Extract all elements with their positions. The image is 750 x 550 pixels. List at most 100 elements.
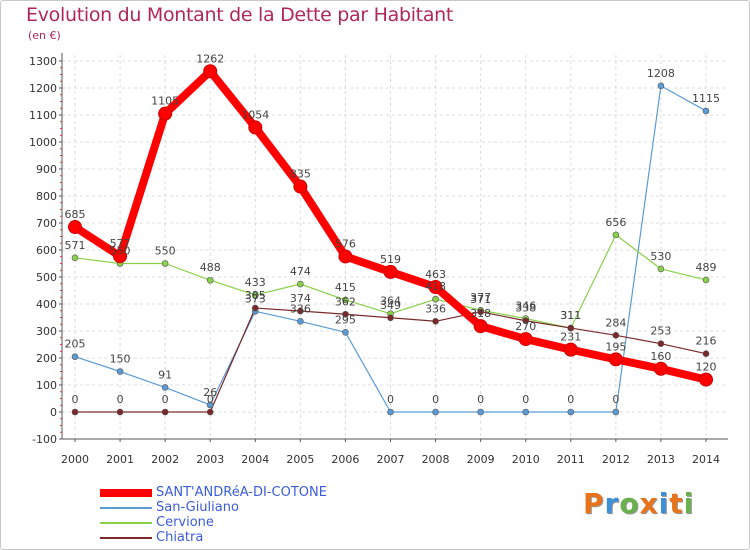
data-point-0	[653, 361, 668, 376]
data-label-1: 1208	[647, 67, 675, 80]
y-tick-label: 1000	[29, 136, 57, 149]
data-label-3: 349	[380, 299, 401, 312]
y-tick-label: 500	[36, 271, 57, 284]
x-tick-label: 2014	[692, 453, 720, 466]
data-point-3	[612, 332, 620, 339]
x-tick-label: 2003	[196, 453, 224, 466]
data-label-3: 362	[335, 295, 356, 308]
data-point-0	[608, 352, 623, 367]
x-tick-label: 2005	[286, 453, 314, 466]
y-tick-label: 300	[36, 325, 57, 338]
data-label-2: 311	[560, 309, 581, 322]
data-point-3	[567, 324, 575, 332]
data-label-3: 284	[605, 316, 626, 329]
data-point-2	[432, 295, 439, 303]
legend-swatch	[100, 521, 152, 524]
proxiti-logo: Proxiti	[583, 487, 695, 520]
y-tick-label: 1100	[29, 109, 57, 122]
data-point-1	[522, 408, 530, 416]
legend-swatch	[100, 488, 152, 497]
x-tick-label: 2012	[602, 453, 630, 466]
data-label-1: 150	[110, 353, 131, 366]
data-point-2	[161, 260, 169, 267]
data-label-2: 488	[200, 261, 221, 274]
y-tick-label: 700	[36, 217, 57, 230]
data-label-3: 0	[162, 393, 169, 406]
data-label-3: 311	[560, 309, 581, 322]
data-point-0	[203, 64, 218, 79]
data-point-0	[158, 106, 173, 121]
data-point-1	[342, 329, 349, 336]
data-point-0	[518, 332, 533, 347]
data-label-2: 550	[110, 245, 131, 258]
data-label-0: 519	[380, 253, 401, 266]
data-label-2: 474	[290, 265, 311, 278]
data-label-1: 0	[612, 393, 619, 406]
data-point-2	[657, 265, 665, 273]
x-tick-label: 2002	[151, 453, 179, 466]
data-point-3	[702, 350, 710, 357]
data-point-2	[342, 296, 349, 304]
data-point-1	[206, 401, 214, 409]
data-point-0	[563, 342, 578, 357]
data-label-0: 1262	[196, 52, 224, 65]
x-tick-label: 2001	[106, 453, 134, 466]
data-label-2: 530	[650, 250, 671, 263]
data-label-0: 231	[560, 331, 581, 344]
data-label-2: 571	[65, 239, 86, 252]
data-label-1: 0	[432, 393, 439, 406]
data-point-1	[432, 408, 439, 416]
y-tick-label: 1300	[29, 55, 57, 68]
x-tick-label: 2009	[467, 453, 495, 466]
data-label-0: 685	[65, 208, 86, 221]
data-label-1: 0	[567, 393, 574, 406]
data-point-1	[116, 368, 124, 375]
legend-item: SANT'ANDRéA-DI-COTONE	[100, 485, 327, 500]
data-label-3: 0	[207, 393, 214, 406]
data-label-0: 1105	[151, 95, 179, 108]
x-tick-label: 2004	[241, 453, 269, 466]
legend-item: Chiatra	[100, 530, 327, 545]
data-point-2	[251, 291, 259, 299]
y-tick-label: 800	[36, 190, 57, 203]
data-label-0: 270	[515, 320, 536, 333]
legend-swatch	[100, 536, 152, 539]
data-label-0: 1054	[241, 108, 269, 121]
data-label-3: 385	[245, 289, 266, 302]
data-point-2	[612, 231, 620, 239]
chart-legend: SANT'ANDRéA-DI-COTONE San-Giuliano Cervion…	[100, 485, 327, 545]
data-point-3	[116, 408, 124, 416]
data-point-1	[567, 408, 575, 416]
data-point-3	[387, 314, 394, 322]
data-point-3	[342, 310, 349, 318]
data-point-1	[297, 317, 304, 325]
data-label-2: 433	[245, 276, 266, 289]
data-point-0	[338, 249, 353, 264]
data-point-1	[71, 353, 79, 360]
data-label-3: 216	[696, 335, 717, 348]
data-point-0	[699, 372, 713, 387]
chart-title: Evolution du Montant de la Dette par Hab…	[26, 4, 454, 26]
data-label-2: 364	[380, 295, 401, 308]
data-label-1: 1115	[692, 92, 720, 105]
data-point-2	[206, 276, 214, 284]
x-tick-label: 2000	[61, 453, 89, 466]
data-point-3	[161, 408, 169, 416]
data-label-1: 26	[203, 386, 217, 399]
data-point-1	[657, 82, 665, 90]
data-point-1	[612, 408, 620, 416]
data-point-0	[428, 279, 443, 294]
data-label-2: 377	[470, 291, 491, 304]
data-point-0	[473, 319, 488, 334]
y-tick-label: 100	[36, 379, 57, 392]
data-label-3: 338	[515, 302, 536, 315]
data-label-1: 373	[245, 292, 266, 305]
data-label-0: 835	[290, 168, 311, 181]
legend-label: SANT'ANDRéA-DI-COTONE	[156, 485, 327, 500]
y-tick-label: 1200	[29, 82, 57, 95]
data-point-0	[68, 220, 82, 235]
data-point-1	[702, 107, 710, 115]
y-tick-label: 900	[36, 163, 57, 176]
y-tick-label: -100	[32, 433, 57, 446]
x-tick-label: 2007	[377, 453, 405, 466]
